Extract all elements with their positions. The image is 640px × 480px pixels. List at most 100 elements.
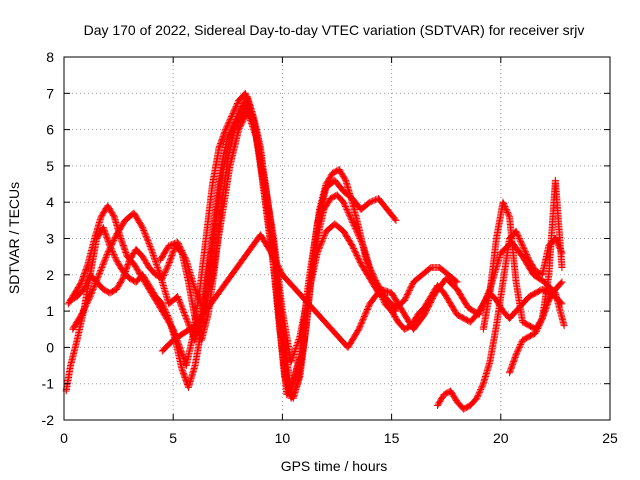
data-point: [110, 252, 118, 260]
y-tick-label: 2: [46, 267, 54, 283]
data-point: [92, 278, 100, 286]
data-point: [80, 284, 88, 292]
data-point: [95, 271, 103, 279]
data-point: [101, 256, 109, 264]
data-point: [350, 221, 358, 229]
data-point: [100, 258, 108, 266]
data-point: [162, 267, 170, 275]
data-point: [343, 205, 351, 213]
data-point: [99, 261, 107, 269]
data-point: [91, 281, 99, 289]
x-tick-label: 0: [60, 430, 68, 446]
data-point: [90, 284, 98, 292]
data-point: [345, 210, 353, 218]
data-point: [89, 285, 97, 293]
data-point: [96, 268, 104, 276]
y-tick-label: -2: [42, 412, 55, 428]
data-point: [111, 253, 119, 261]
y-tick-label: 6: [46, 122, 54, 138]
data-point: [164, 263, 172, 271]
data-point: [222, 124, 230, 132]
data-point: [349, 219, 357, 227]
data-point: [226, 115, 234, 123]
data-point: [96, 269, 104, 277]
data-point: [224, 121, 232, 129]
data-point: [86, 293, 94, 301]
data-point: [103, 250, 111, 258]
chart-title: Day 170 of 2022, Sidereal Day-to-day VTE…: [84, 22, 585, 38]
data-point: [231, 105, 239, 113]
data-point: [342, 204, 350, 212]
x-tick-label: 20: [493, 430, 509, 446]
data-point: [226, 117, 234, 125]
y-axis-label: SDTVAR / TECUs: [6, 182, 22, 294]
data-point: [223, 123, 231, 131]
data-point: [87, 291, 95, 299]
data-point: [228, 111, 236, 119]
data-point: [110, 250, 118, 258]
data-point: [93, 275, 101, 283]
data-point: [84, 277, 92, 285]
data-point: [164, 261, 172, 269]
data-point: [81, 282, 89, 290]
data-point: [102, 253, 110, 261]
data-point: [86, 294, 94, 302]
data-point: [229, 108, 237, 116]
y-tick-label: 7: [46, 85, 54, 101]
y-tick-label: 3: [46, 231, 54, 247]
y-tick-label: -1: [42, 376, 55, 392]
x-axis-label: GPS time / hours: [281, 458, 388, 474]
data-point: [346, 213, 354, 221]
data-point: [231, 104, 239, 112]
y-tick-label: 0: [46, 339, 54, 355]
data-point: [341, 201, 349, 209]
data-point: [233, 101, 241, 109]
data-point: [162, 266, 170, 274]
y-tick-label: 5: [46, 158, 54, 174]
y-tick-label: 4: [46, 194, 54, 210]
data-point: [224, 120, 232, 128]
data-point: [227, 114, 235, 122]
data-point: [91, 280, 99, 288]
data-point: [82, 281, 90, 289]
data-point: [82, 280, 90, 288]
y-tick-label: 1: [46, 303, 54, 319]
data-point: [161, 269, 169, 277]
data-point: [83, 278, 91, 286]
data-point: [344, 208, 352, 216]
data-point: [349, 220, 357, 228]
x-tick-label: 5: [169, 430, 177, 446]
data-point: [90, 282, 98, 290]
data-point: [97, 266, 105, 274]
data-point: [347, 216, 355, 224]
data-point: [343, 207, 351, 215]
data-point: [221, 127, 229, 135]
data-point: [88, 288, 96, 296]
data-point: [103, 252, 111, 260]
data-point: [160, 270, 168, 278]
data-point: [342, 203, 350, 211]
data-point: [89, 287, 97, 295]
data-point: [229, 110, 237, 118]
data-point: [87, 290, 95, 298]
data-point: [348, 217, 356, 225]
data-point: [98, 264, 106, 272]
data-point: [80, 285, 88, 293]
data-point: [101, 255, 109, 263]
data-point: [233, 99, 241, 107]
data-point: [340, 200, 348, 208]
data-point: [230, 107, 238, 115]
data-point: [94, 274, 102, 282]
data-point: [340, 198, 348, 206]
data-point: [93, 277, 101, 285]
data-point: [345, 211, 353, 219]
data-point: [94, 272, 102, 280]
data-point: [163, 264, 171, 272]
data-points: [62, 89, 568, 413]
data-point: [225, 118, 233, 126]
data-point: [84, 261, 92, 269]
grid: [64, 57, 610, 420]
data-point: [97, 265, 105, 273]
x-tick-label: 25: [602, 430, 618, 446]
